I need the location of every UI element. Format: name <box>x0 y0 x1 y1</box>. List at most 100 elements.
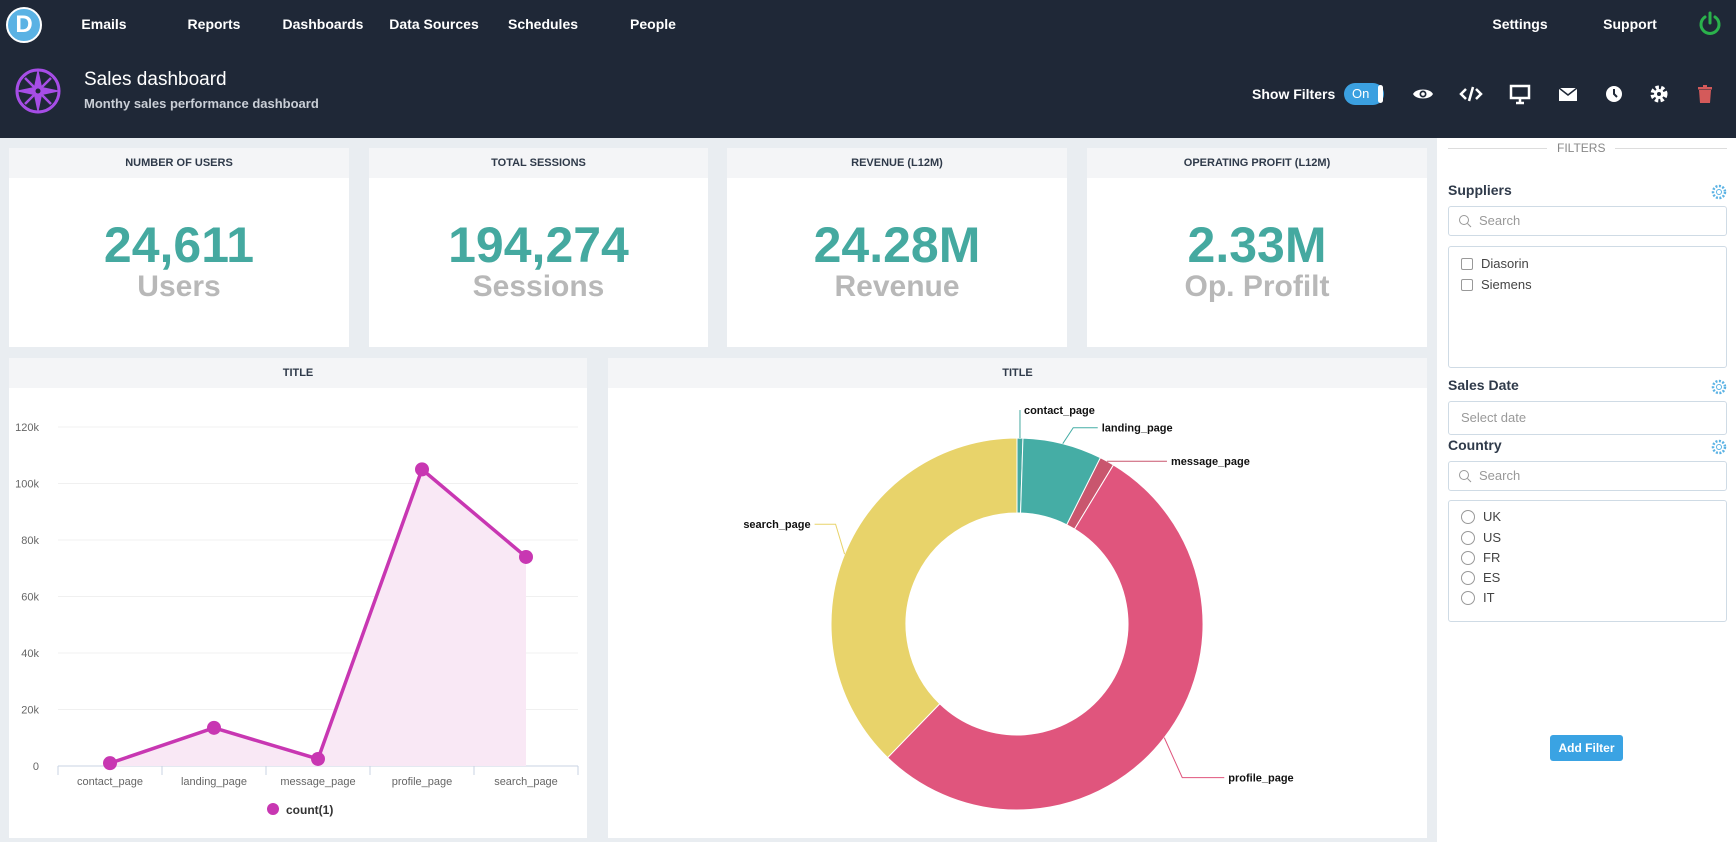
country-option[interactable]: IT <box>1461 590 1495 605</box>
x-tick-label: landing_page <box>181 776 247 788</box>
app-logo[interactable]: D <box>6 7 42 43</box>
show-filters-label: Show Filters <box>1252 86 1336 102</box>
add-filter-button[interactable]: Add Filter <box>1550 735 1623 761</box>
leader-line <box>1062 427 1098 444</box>
supplier-option[interactable]: Siemens <box>1461 277 1532 292</box>
country-search-input[interactable]: Search <box>1448 461 1727 491</box>
top-bar: D Emails Reports Dashboards Data Sources… <box>0 0 1736 138</box>
filters-panel: FILTERS Suppliers Search Diasorin Siemen… <box>1437 138 1736 842</box>
checkbox[interactable] <box>1461 257 1473 270</box>
slice-label: search_page <box>743 519 810 531</box>
kpi-header: NUMBER OF USERS <box>9 148 349 178</box>
clock-icon[interactable] <box>1602 82 1626 106</box>
leader-line <box>814 523 846 555</box>
donut-slice <box>830 437 1018 759</box>
country-label: Country <box>1448 437 1502 453</box>
y-tick-label: 100k <box>15 479 39 491</box>
checkbox[interactable] <box>1461 278 1473 291</box>
data-point <box>519 549 533 564</box>
filters-title: FILTERS <box>1547 141 1616 155</box>
country-option[interactable]: ES <box>1461 570 1500 585</box>
donut-chart-card: TITLE contact_page landing_page message_pa… <box>608 358 1427 838</box>
suppliers-label: Suppliers <box>1448 182 1512 198</box>
line-chart: 0 20k 40k 60k 80k 100k 120k contact_page landing… <box>15 422 579 817</box>
envelope-icon[interactable] <box>1556 82 1580 106</box>
slice-label: profile_page <box>1228 773 1293 785</box>
kpi-card-users: NUMBER OF USERS 24,611 Users <box>9 148 349 347</box>
page-subtitle: Monthy sales performance dashboard <box>84 96 319 111</box>
radio[interactable] <box>1461 570 1475 585</box>
nav-settings[interactable]: Settings <box>1492 16 1548 32</box>
y-tick-label: 40k <box>21 648 39 660</box>
nav-schedules[interactable]: Schedules <box>507 16 579 32</box>
search-icon <box>1459 215 1472 228</box>
kpi-value: 194,274 <box>448 217 629 273</box>
kpi-card-revenue: REVENUE (L12M) 24.28M Revenue <box>727 148 1067 347</box>
x-tick-label: message_page <box>280 776 355 788</box>
sales-date-input[interactable]: Select date <box>1448 401 1727 435</box>
nav-reports[interactable]: Reports <box>187 16 241 32</box>
radio[interactable] <box>1461 530 1475 545</box>
kpi-label: Revenue <box>834 270 960 303</box>
kpi-value: 24,611 <box>103 217 255 273</box>
trash-icon[interactable] <box>1693 82 1717 106</box>
sales-date-label: Sales Date <box>1448 377 1519 393</box>
y-tick-label: 120k <box>15 422 39 434</box>
kpi-label: Op. Profilt <box>1184 270 1330 303</box>
suppliers-search-input[interactable]: Search <box>1448 206 1727 236</box>
data-point <box>103 756 117 771</box>
power-icon[interactable] <box>1697 11 1723 37</box>
kpi-label: Users <box>137 270 221 303</box>
data-point <box>311 751 325 766</box>
supplier-option[interactable]: Diasorin <box>1461 256 1529 271</box>
suppliers-settings-icon[interactable] <box>1710 183 1728 201</box>
nav-people[interactable]: People <box>630 16 676 32</box>
country-list: UK US FR ES IT <box>1448 500 1727 622</box>
x-tick-label: contact_page <box>77 776 143 788</box>
code-icon[interactable] <box>1459 82 1483 106</box>
country-option[interactable]: FR <box>1461 550 1500 565</box>
leader-line <box>1163 737 1225 779</box>
eye-icon[interactable] <box>1411 82 1435 106</box>
y-tick-label: 0 <box>33 761 39 773</box>
radio[interactable] <box>1461 590 1475 605</box>
donut-slice <box>886 464 1204 811</box>
kpi-card-sessions: TOTAL SESSIONS 194,274 Sessions <box>369 148 708 347</box>
radio[interactable] <box>1461 509 1475 524</box>
x-tick-label: profile_page <box>392 776 453 788</box>
slice-label: message_page <box>1171 456 1250 468</box>
sales-date-settings-icon[interactable] <box>1710 378 1728 396</box>
y-tick-label: 20k <box>21 705 39 717</box>
show-filters-toggle[interactable]: On <box>1344 83 1384 105</box>
compass-icon <box>15 68 61 114</box>
gear-icon[interactable] <box>1647 82 1671 106</box>
country-option[interactable]: US <box>1461 530 1501 545</box>
donut-chart: contact_page landing_page message_pageprof… <box>743 405 1294 811</box>
country-settings-icon[interactable] <box>1710 438 1728 456</box>
slice-label: contact_page <box>1024 405 1095 417</box>
search-icon <box>1459 470 1472 483</box>
chart-title: TITLE <box>608 358 1427 388</box>
kpi-label: Sessions <box>472 270 605 303</box>
country-option[interactable]: UK <box>1461 509 1501 524</box>
kpi-value: 24.28M <box>813 217 981 273</box>
legend-marker <box>267 803 279 815</box>
slice-label: landing_page <box>1102 423 1173 435</box>
data-point <box>207 720 221 735</box>
kpi-header: TOTAL SESSIONS <box>369 148 708 178</box>
legend-label: count(1) <box>286 803 333 817</box>
page-title: Sales dashboard <box>84 69 227 90</box>
x-tick-label: search_page <box>494 776 558 788</box>
y-tick-label: 80k <box>21 535 39 547</box>
kpi-header: OPERATING PROFIT (L12M) <box>1087 148 1427 178</box>
nav-data-sources[interactable]: Data Sources <box>389 16 479 32</box>
area-fill <box>110 469 526 766</box>
chart-title: TITLE <box>9 358 587 388</box>
nav-dashboards[interactable]: Dashboards <box>282 16 364 32</box>
nav-support[interactable]: Support <box>1603 16 1657 32</box>
y-tick-label: 60k <box>21 592 39 604</box>
nav-emails[interactable]: Emails <box>81 16 127 32</box>
suppliers-list: Diasorin Siemens <box>1448 246 1727 368</box>
monitor-icon[interactable] <box>1508 82 1532 106</box>
radio[interactable] <box>1461 550 1475 565</box>
